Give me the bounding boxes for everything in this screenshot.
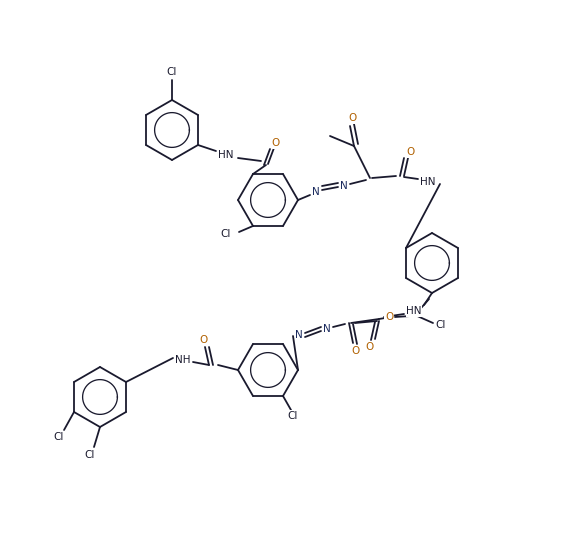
Text: Cl: Cl	[436, 320, 446, 330]
Text: Cl: Cl	[167, 67, 177, 77]
Text: Cl: Cl	[288, 411, 298, 421]
Text: O: O	[406, 147, 414, 157]
Text: NH: NH	[175, 355, 191, 365]
Text: N: N	[295, 330, 303, 340]
Text: O: O	[348, 113, 356, 123]
Text: O: O	[385, 312, 393, 322]
Text: N: N	[340, 181, 348, 191]
Text: O: O	[272, 138, 280, 148]
Text: O: O	[199, 335, 207, 345]
Text: HN: HN	[218, 150, 233, 160]
Text: HN: HN	[420, 177, 436, 187]
Text: N: N	[312, 187, 320, 197]
Text: Cl: Cl	[85, 450, 95, 460]
Text: O: O	[351, 346, 359, 356]
Text: N: N	[323, 324, 331, 334]
Text: Cl: Cl	[54, 432, 64, 442]
Text: HN: HN	[406, 306, 422, 316]
Text: Cl: Cl	[221, 229, 231, 239]
Text: O: O	[365, 342, 373, 352]
